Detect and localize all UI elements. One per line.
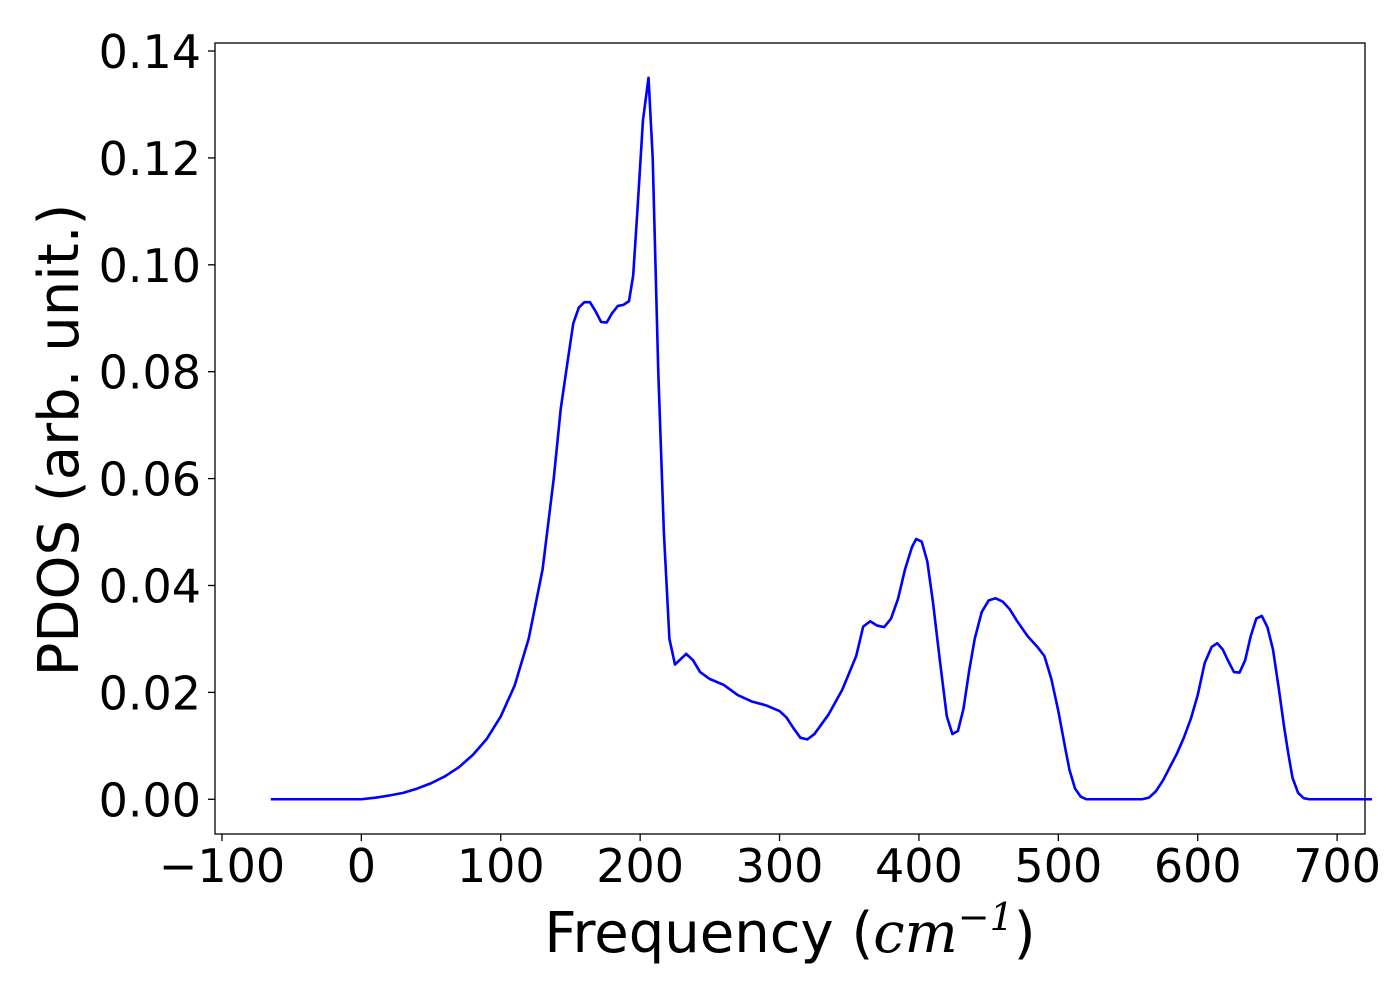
plot-frame: [214, 42, 1366, 835]
ticks-layer: −100 0 100 200 300 400 500 600 700 0.00 0.02 0.04 0.…: [99, 25, 1381, 893]
y-tick-label: 0.06: [99, 453, 201, 507]
x-tick-label: −100: [159, 839, 285, 893]
x-tick-label: 100: [457, 839, 545, 893]
y-tick-label: 0.14: [99, 25, 201, 79]
x-tick-label: 500: [1014, 839, 1102, 893]
x-axis-label-text: Frequency: [544, 901, 833, 966]
plot-background: [215, 43, 1365, 834]
x-tick-label: 300: [736, 839, 824, 893]
y-tick-label: 0.10: [99, 239, 201, 293]
y-tick-label: 0.02: [99, 666, 201, 720]
x-tick-label: 700: [1293, 839, 1381, 893]
x-tick-label: 0: [347, 839, 376, 893]
y-tick-label: 0.04: [99, 559, 201, 613]
x-tick-label: 400: [875, 839, 963, 893]
y-axis-label: PDOS (arb. unit.): [27, 204, 92, 677]
y-tick-label: 0.08: [99, 346, 201, 400]
y-tick-label: 0.12: [99, 132, 201, 186]
pdos-series-line: [270, 76, 1372, 801]
x-tick-label: 600: [1154, 839, 1242, 893]
x-tick-label: 200: [596, 839, 684, 893]
y-tick-label: 0.00: [99, 773, 201, 827]
x-axis-label: Frequency (cm−1): [544, 895, 1035, 966]
